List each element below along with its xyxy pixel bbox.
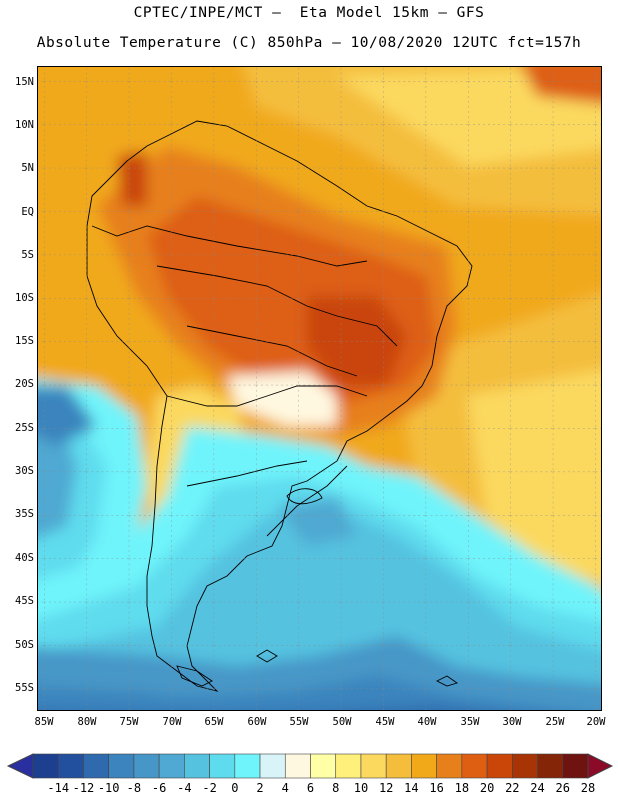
- colorbar-tick-label: 22: [505, 781, 520, 795]
- colorbar-tick-label: 20: [479, 781, 495, 795]
- lat-label-25s: 25S: [15, 422, 34, 434]
- colorbar-tick-label: 24: [530, 781, 545, 795]
- map-svg: [37, 66, 602, 711]
- lat-label-5s: 5S: [21, 249, 34, 261]
- lat-label-20s: 20S: [15, 378, 34, 390]
- colorbar-swatch: [562, 753, 589, 779]
- colorbar-swatch: [259, 753, 286, 779]
- lon-label-45w: 45W: [375, 716, 395, 728]
- lon-label-35w: 35W: [460, 716, 480, 728]
- colorbar-tick-label: 28: [580, 781, 596, 795]
- lon-label-60w: 60W: [247, 716, 267, 728]
- colorbar-swatch: [108, 753, 135, 779]
- colorbar-tick-label: -8: [126, 781, 142, 795]
- colorbar-tick-label: 0: [231, 781, 239, 795]
- colorbar-swatch: [537, 753, 564, 779]
- lon-label-30w: 30W: [502, 716, 522, 728]
- lat-label-15n: 15N: [15, 76, 34, 88]
- colorbar-tick-label: 10: [353, 781, 369, 795]
- lat-label-55s: 55S: [15, 682, 34, 694]
- colorbar-swatch: [512, 753, 538, 779]
- color-scale-bar: [6, 753, 614, 779]
- lon-label-25w: 25W: [545, 716, 565, 728]
- colorbar-tick-label: 26: [555, 781, 570, 795]
- colorbar-swatch: [411, 753, 437, 779]
- colorbar-swatch: [310, 753, 337, 779]
- lat-label-10n: 10N: [15, 119, 34, 131]
- colorbar-tick-label: 4: [281, 781, 289, 795]
- lon-label-65w: 65W: [204, 716, 224, 728]
- colorbar-swatch: [486, 753, 513, 779]
- colorbar-tick-label: -4: [177, 781, 192, 795]
- colorbar-tick-label: 14: [404, 781, 419, 795]
- lat-label-35s: 35S: [15, 508, 34, 520]
- lon-label-50w: 50W: [332, 716, 352, 728]
- colorbar-swatch: [360, 753, 387, 779]
- colorbar-swatch: [158, 753, 185, 779]
- temperature-map: [37, 66, 602, 711]
- lon-label-55w: 55W: [289, 716, 309, 728]
- lon-label-75w: 75W: [119, 716, 139, 728]
- colorbar-tick-label: 6: [306, 781, 315, 795]
- colorbar-swatch: [32, 753, 59, 779]
- title-line-2: Absolute Temperature (C) 850hPa – 10/08/…: [36, 35, 582, 51]
- colorbar-tick-label: 12: [378, 781, 394, 795]
- lon-label-20w: 20W: [586, 716, 606, 728]
- colorbar-tick-label: 2: [256, 781, 264, 795]
- lon-label-80w: 80W: [77, 716, 97, 728]
- lat-label-45s: 45S: [15, 595, 34, 607]
- colorbar-swatch: [335, 753, 362, 779]
- lat-label-30s: 30S: [15, 465, 34, 477]
- lon-label-70w: 70W: [162, 716, 182, 728]
- lat-label-50s: 50S: [15, 639, 34, 651]
- colorbar-tick-label: -12: [72, 781, 95, 795]
- lat-lon-grid: [37, 66, 602, 711]
- colorbar-swatch: [284, 753, 311, 779]
- colorbar-swatch: [133, 753, 160, 779]
- lon-label-40w: 40W: [417, 716, 437, 728]
- title-line-1: CPTEC/INPE/MCT – Eta Model 15km – GFS: [133, 5, 485, 21]
- colorbar-swatch: [461, 753, 488, 779]
- colorbar-tick-label: -14: [47, 781, 70, 795]
- colorbar-over-arrow: [587, 753, 614, 779]
- colorbar-swatch: [385, 753, 412, 779]
- lat-label-10s: 10S: [15, 292, 34, 304]
- colorbar-tick-label: -6: [151, 781, 167, 795]
- colorbar-swatch: [234, 753, 261, 779]
- colorbar-under-arrow: [6, 753, 34, 779]
- colorbar-swatch: [209, 753, 236, 779]
- lat-label-40s: 40S: [15, 552, 34, 564]
- colorbar-tick-label: 16: [429, 781, 444, 795]
- lat-label-5n: 5N: [21, 162, 34, 174]
- lat-label-15s: 15S: [15, 335, 34, 347]
- colorbar-tick-label: -10: [97, 781, 120, 795]
- map-frame: [37, 66, 602, 711]
- colorbar-tick-label: 8: [332, 781, 340, 795]
- lat-label-eq: EQ: [21, 206, 34, 218]
- colorbar-swatch: [436, 753, 463, 779]
- lon-label-85w: 85W: [34, 716, 54, 728]
- colorbar-swatch: [83, 753, 109, 779]
- colorbar-tick-label: 18: [454, 781, 470, 795]
- colorbar-tick-label: -2: [202, 781, 217, 795]
- colorbar-swatch: [184, 753, 210, 779]
- colorbar-swatch: [57, 753, 84, 779]
